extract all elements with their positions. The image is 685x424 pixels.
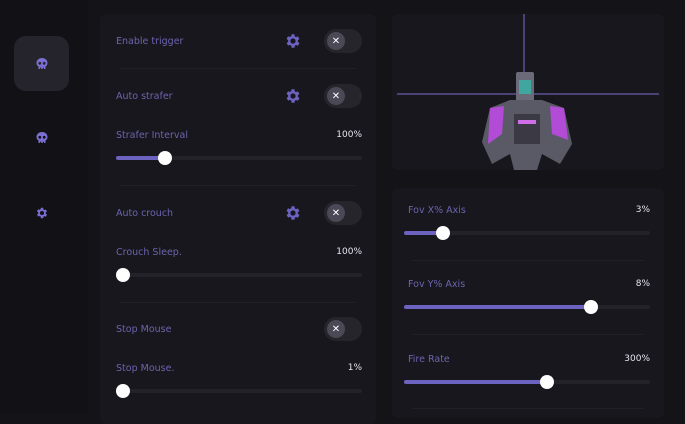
strafer-interval-value: 100% — [336, 130, 362, 140]
slider-thumb[interactable] — [116, 384, 130, 398]
crouch-sleep-row: Crouch Sleep. 100% — [116, 240, 362, 264]
fov-x-value: 3% — [635, 205, 650, 215]
fov-y-label: Fov Y% Axis — [408, 278, 466, 290]
divider — [120, 185, 356, 186]
slider-fill — [404, 305, 591, 309]
fire-rate-value: 300% — [624, 354, 650, 364]
skull-icon — [36, 131, 47, 143]
divider — [412, 334, 644, 335]
stop-mouse-row: Stop Mouse ✕ — [116, 317, 362, 341]
close-icon: ✕ — [327, 87, 345, 105]
skull-icon — [36, 57, 47, 69]
fire-rate-label: Fire Rate — [408, 353, 450, 365]
auto-strafer-row: Auto strafer ✕ — [116, 84, 362, 108]
auto-crouch-label: Auto crouch — [116, 207, 174, 219]
divider — [412, 408, 644, 409]
fov-x-slider[interactable] — [404, 226, 650, 240]
gear-icon[interactable] — [284, 32, 302, 50]
strafer-interval-row: Strafer Interval 100% — [116, 123, 362, 147]
divider — [120, 68, 356, 69]
left-settings-card: Enable trigger ✕ Auto strafer ✕ Strafer … — [100, 14, 376, 424]
auto-crouch-row: Auto crouch ✕ — [116, 201, 362, 225]
fire-rate-row: Fire Rate 300% — [408, 347, 650, 371]
fov-y-slider[interactable] — [404, 300, 650, 314]
close-icon: ✕ — [327, 32, 345, 50]
robot-model — [482, 72, 572, 170]
crouch-sleep-slider[interactable] — [116, 268, 362, 282]
fov-y-value: 8% — [635, 279, 650, 289]
nav-skull-1[interactable] — [14, 36, 69, 91]
slider-thumb[interactable] — [158, 151, 173, 165]
gear-icon — [36, 207, 47, 218]
stop-mouse-slider[interactable] — [116, 384, 362, 398]
close-icon: ✕ — [327, 204, 345, 222]
fire-rate-slider[interactable] — [404, 375, 650, 389]
stop-mouse-value-row: Stop Mouse. 1% — [116, 356, 362, 380]
auto-crouch-toggle[interactable]: ✕ — [324, 201, 362, 225]
stop-mouse-label: Stop Mouse — [116, 323, 172, 335]
divider — [120, 302, 356, 303]
slider-fill — [404, 380, 547, 384]
enable-trigger-toggle[interactable]: ✕ — [324, 29, 362, 53]
stop-mouse-value-label: Stop Mouse. — [116, 362, 175, 374]
auto-strafer-label: Auto strafer — [116, 90, 173, 102]
strafer-interval-slider[interactable] — [116, 151, 362, 165]
gear-icon[interactable] — [284, 204, 302, 222]
fov-y-row: Fov Y% Axis 8% — [408, 272, 650, 296]
gear-icon[interactable] — [284, 87, 302, 105]
auto-strafer-toggle[interactable]: ✕ — [324, 84, 362, 108]
slider-thumb[interactable] — [539, 375, 554, 389]
crouch-sleep-value: 100% — [336, 247, 362, 257]
slider-fill — [116, 156, 166, 160]
close-icon: ✕ — [327, 320, 345, 338]
slider-fill — [404, 231, 444, 235]
divider — [412, 260, 644, 261]
crouch-sleep-label: Crouch Sleep. — [116, 246, 182, 258]
nav-skull-2[interactable] — [14, 110, 69, 165]
slider-thumb[interactable] — [436, 226, 451, 240]
enable-trigger-label: Enable trigger — [116, 35, 184, 47]
fov-x-row: Fov X% Axis 3% — [408, 198, 650, 222]
fov-x-label: Fov X% Axis — [408, 204, 466, 216]
preview-card — [392, 14, 664, 170]
strafer-interval-label: Strafer Interval — [116, 129, 188, 141]
aim-settings-card: Fov X% Axis 3% Fov Y% Axis 8% Fire Rate … — [392, 188, 664, 418]
enable-trigger-row: Enable trigger ✕ — [116, 29, 362, 53]
nav-settings[interactable] — [14, 185, 69, 240]
stop-mouse-value: 1% — [347, 363, 362, 373]
slider-thumb[interactable] — [116, 268, 130, 282]
stop-mouse-toggle[interactable]: ✕ — [324, 317, 362, 341]
sidebar — [0, 0, 88, 413]
slider-thumb[interactable] — [583, 300, 598, 314]
character-preview — [397, 14, 659, 170]
